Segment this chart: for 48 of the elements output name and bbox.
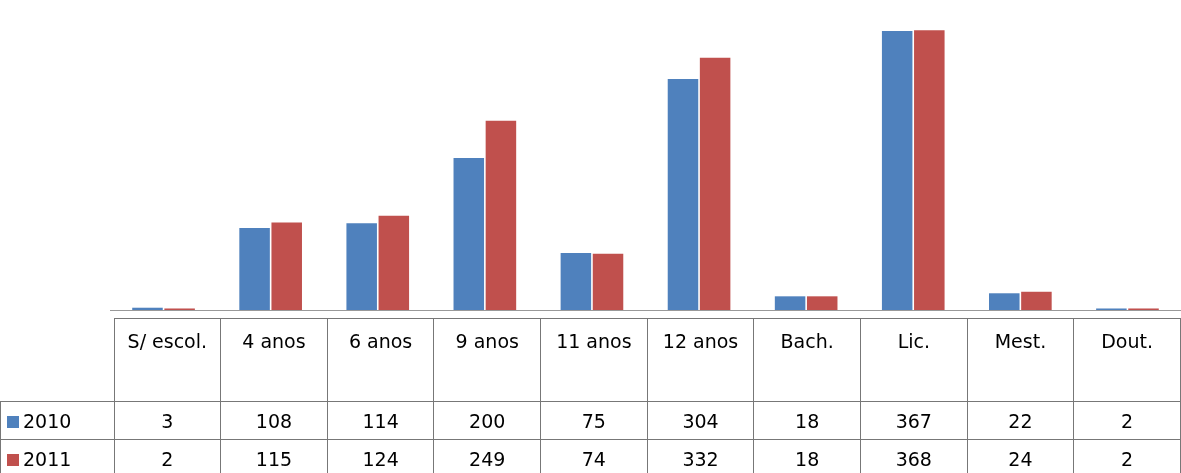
bar — [453, 158, 485, 310]
data-label: 22 — [967, 401, 1074, 440]
x-tick-label: Bach. — [753, 318, 861, 402]
data-label: 108 — [220, 401, 328, 440]
data-label: 2 — [1073, 439, 1181, 473]
data-label: 367 — [860, 401, 968, 440]
bar — [239, 227, 270, 310]
bar — [1021, 291, 1052, 310]
bar — [806, 296, 838, 310]
data-label: 75 — [540, 401, 648, 440]
x-tick-label: Lic. — [860, 318, 968, 402]
data-label: 115 — [220, 439, 328, 473]
data-label: 124 — [327, 439, 434, 473]
x-tick-label: 9 anos — [433, 318, 541, 402]
data-label: 368 — [860, 439, 968, 473]
bar — [989, 293, 1020, 310]
bar — [271, 222, 302, 310]
bar — [699, 57, 731, 310]
data-label: 18 — [753, 439, 861, 473]
data-label: 18 — [753, 401, 861, 440]
x-tick-label: 11 anos — [540, 318, 648, 402]
legend-label: 2010 — [0, 401, 114, 440]
data-label: 114 — [327, 401, 434, 440]
bar — [346, 223, 377, 310]
legend-label: 2011 — [0, 439, 114, 473]
data-label: 332 — [647, 439, 754, 473]
bar — [774, 296, 806, 310]
bar — [560, 253, 592, 310]
bar — [378, 215, 410, 310]
bar — [667, 78, 699, 310]
data-label: 249 — [433, 439, 541, 473]
bar — [881, 31, 913, 310]
x-tick-label: 12 anos — [647, 318, 754, 402]
bar — [914, 30, 945, 310]
data-label: 200 — [433, 401, 541, 440]
x-tick-label: S/ escol. — [114, 318, 221, 402]
bar — [592, 253, 624, 310]
x-tick-label: Dout. — [1073, 318, 1181, 402]
bar — [485, 120, 517, 310]
data-label: 74 — [540, 439, 648, 473]
x-tick-label: 4 anos — [220, 318, 328, 402]
data-label: 304 — [647, 401, 754, 440]
x-tick-label: 6 anos — [327, 318, 434, 402]
data-label: 3 — [114, 401, 221, 440]
data-label: 24 — [967, 439, 1074, 473]
x-tick-label: Mest. — [967, 318, 1074, 402]
data-label: 2 — [1073, 401, 1181, 440]
data-label: 2 — [114, 439, 221, 473]
